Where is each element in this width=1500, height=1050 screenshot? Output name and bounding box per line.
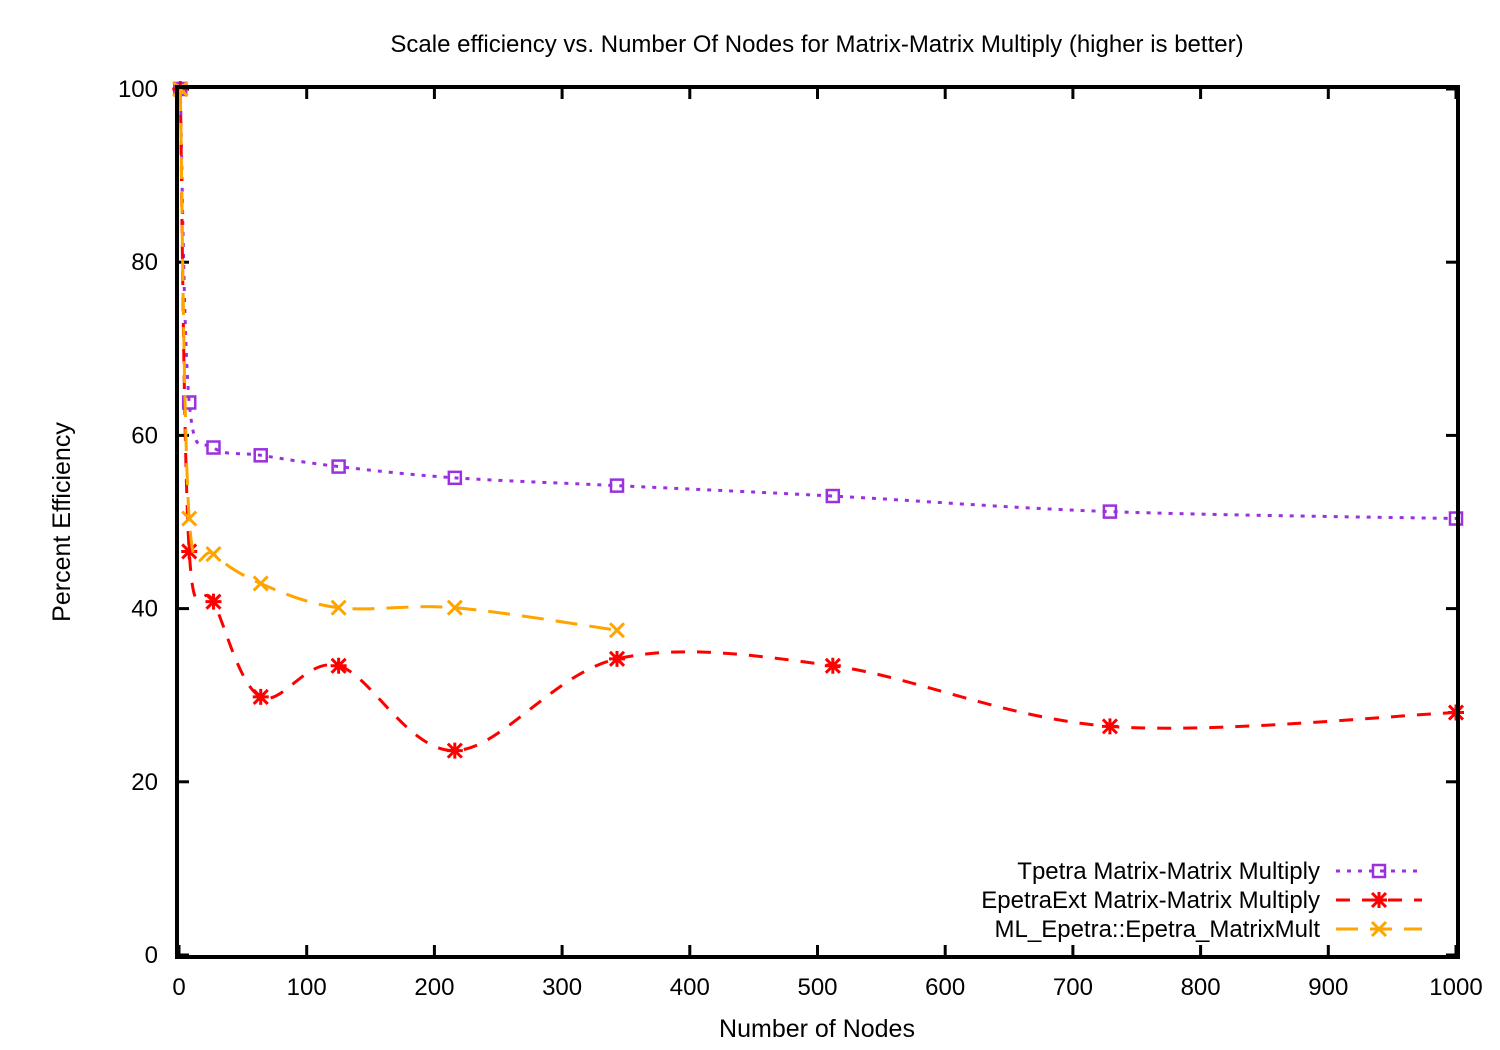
legend-swatch-marker bbox=[1370, 920, 1388, 938]
data-point bbox=[252, 575, 269, 592]
plot-area bbox=[172, 80, 1465, 759]
x-tick-label: 1000 bbox=[1429, 974, 1482, 1001]
data-point bbox=[446, 742, 463, 759]
data-point bbox=[205, 593, 222, 610]
x-tick-label: 400 bbox=[670, 974, 710, 1001]
series-line bbox=[178, 88, 618, 632]
legend-swatch-marker bbox=[1370, 891, 1388, 909]
chart-title: Scale efficiency vs. Number Of Nodes for… bbox=[390, 31, 1243, 58]
y-tick-label: 20 bbox=[131, 769, 158, 796]
data-point bbox=[447, 470, 463, 486]
data-point bbox=[205, 545, 222, 563]
x-tick-label: 0 bbox=[172, 974, 185, 1001]
y-tick-label: 0 bbox=[145, 942, 158, 969]
y-tick-label: 80 bbox=[131, 249, 158, 276]
y-tick-label: 40 bbox=[131, 596, 158, 623]
series-3 bbox=[172, 80, 626, 639]
series-line bbox=[178, 88, 1457, 521]
data-point bbox=[1102, 504, 1118, 519]
x-tick-label: 600 bbox=[925, 974, 965, 1001]
x-tick-label: 900 bbox=[1308, 974, 1348, 1001]
data-point bbox=[446, 599, 463, 616]
legend-label: Tpetra Matrix-Matrix Multiply bbox=[1017, 858, 1320, 885]
x-tick-label: 100 bbox=[287, 974, 327, 1001]
data-point bbox=[608, 622, 626, 639]
data-point bbox=[609, 478, 625, 493]
data-point bbox=[181, 510, 198, 527]
data-point bbox=[181, 543, 198, 560]
x-axis-label: Number of Nodes bbox=[719, 1015, 915, 1043]
y-tick-label: 60 bbox=[131, 422, 158, 449]
x-tick-label: 500 bbox=[797, 974, 837, 1001]
tick-labels: 0 100 200 300 400 500 600 700 800 900 1000 0 20 40 60 8… bbox=[118, 76, 1483, 1001]
series-2 bbox=[172, 80, 1465, 759]
data-point bbox=[608, 650, 626, 667]
x-tick-label: 200 bbox=[414, 974, 454, 1001]
legend-swatch-marker bbox=[1371, 863, 1387, 879]
legend-label: ML_Epetra::Epetra_MatrixMult bbox=[995, 916, 1321, 943]
data-point bbox=[1101, 718, 1118, 735]
y-tick-label: 100 bbox=[118, 76, 158, 103]
data-point bbox=[825, 488, 841, 504]
legend-label: EpetraExt Matrix-Matrix Multiply bbox=[981, 887, 1320, 914]
data-point bbox=[252, 688, 269, 705]
data-point bbox=[331, 459, 346, 474]
data-point bbox=[330, 657, 347, 674]
x-tick-label: 800 bbox=[1181, 974, 1221, 1001]
plot-frame bbox=[175, 85, 1460, 959]
series-line bbox=[178, 88, 1457, 753]
data-point bbox=[253, 448, 268, 463]
data-point bbox=[330, 599, 347, 616]
data-point bbox=[824, 657, 841, 674]
series-1 bbox=[173, 81, 1464, 526]
x-tick-label: 700 bbox=[1053, 974, 1093, 1001]
x-tick-label: 300 bbox=[542, 974, 582, 1001]
data-point bbox=[206, 440, 221, 455]
axis-ticks bbox=[177, 87, 1458, 957]
y-axis-label: Percent Efficiency bbox=[48, 422, 76, 622]
